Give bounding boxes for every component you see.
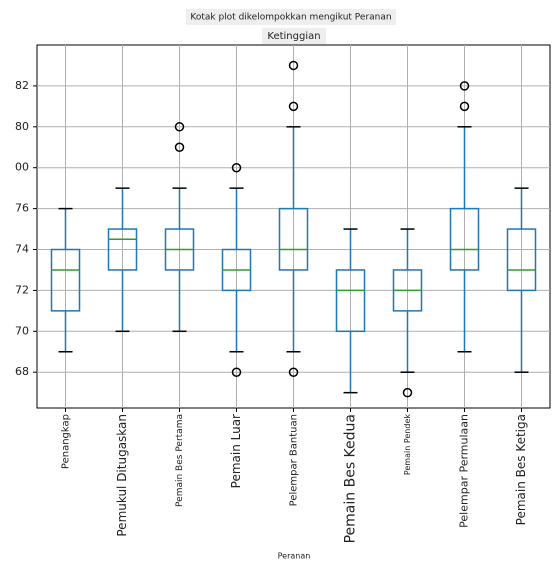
x-tick-label: Pelempar Bantuan bbox=[289, 414, 300, 506]
box bbox=[50, 248, 81, 312]
flier bbox=[231, 367, 242, 377]
y-tick-label: 00 bbox=[15, 161, 29, 174]
box bbox=[107, 228, 138, 271]
chart-title: Kotak plot dikelompokkan mengikut Perana… bbox=[190, 13, 391, 23]
x-tick-label: Penangkap bbox=[61, 414, 72, 469]
y-tick-label: 80 bbox=[15, 120, 29, 133]
box bbox=[449, 207, 480, 271]
y-tick-label: 82 bbox=[15, 79, 29, 92]
flier bbox=[174, 122, 185, 132]
flier bbox=[288, 101, 299, 112]
x-tick-label: Pelempar Permulaan bbox=[458, 414, 471, 528]
x-tick-label: Pemukul Ditugaskan bbox=[115, 414, 129, 537]
box bbox=[278, 207, 309, 271]
x-tick-label: Pemain Luar bbox=[229, 414, 243, 488]
flier bbox=[288, 60, 299, 71]
box bbox=[506, 228, 537, 292]
title-bg bbox=[186, 9, 396, 25]
x-tick-label: Pemain Pendek bbox=[403, 414, 412, 476]
subtitle-bg bbox=[262, 28, 326, 44]
x-tick-label: Pemain Bes Ketiga bbox=[514, 414, 528, 525]
flier bbox=[459, 101, 470, 112]
flier bbox=[459, 81, 470, 91]
x-tick-label: Pemain Bes Kedua bbox=[343, 414, 359, 543]
y-tick-label: 68 bbox=[15, 365, 29, 378]
y-tick-label: 70 bbox=[15, 324, 29, 337]
y-tick-label: 74 bbox=[15, 243, 29, 256]
x-tick-label: Pemain Bes Pertama bbox=[175, 414, 185, 507]
flier bbox=[402, 387, 413, 398]
flier bbox=[288, 367, 299, 377]
y-tick-label: 76 bbox=[15, 202, 29, 215]
box bbox=[335, 269, 366, 333]
flier bbox=[174, 142, 185, 153]
y-tick-label: 72 bbox=[15, 283, 29, 296]
x-axis-label: Peranan bbox=[278, 552, 311, 561]
chart-subtitle: Ketinggian bbox=[267, 31, 320, 42]
flier bbox=[231, 162, 242, 173]
